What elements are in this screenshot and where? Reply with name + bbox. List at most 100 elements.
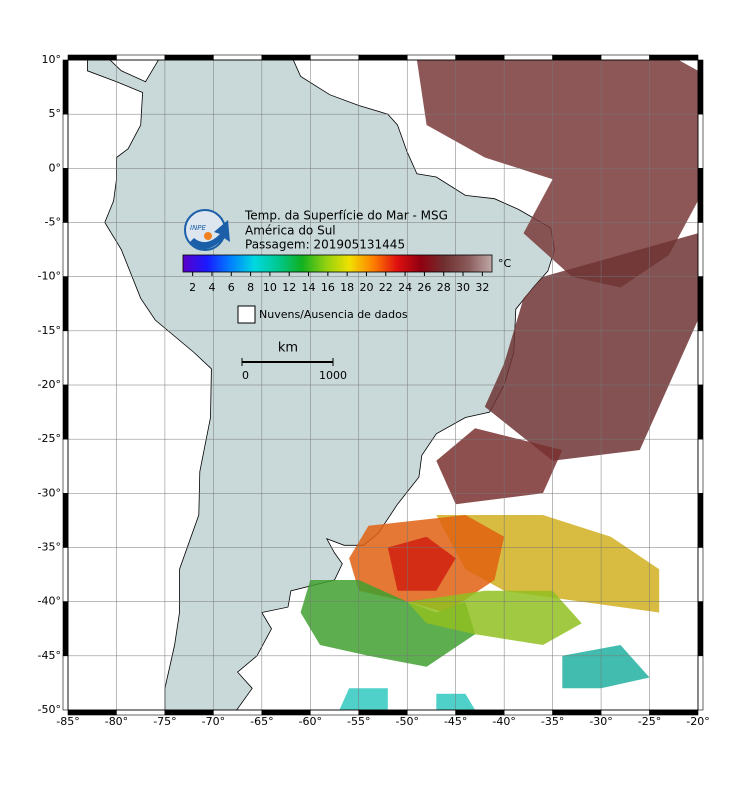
frame-segment — [697, 113, 704, 169]
y-tick-label: -15° — [38, 324, 61, 337]
frame-segment — [649, 54, 699, 61]
colorbar-tick-label: 4 — [208, 281, 215, 294]
x-tick-label: -65° — [250, 715, 273, 728]
frame-segment — [697, 655, 704, 711]
sst-field — [300, 60, 698, 710]
x-tick-label: -20° — [686, 715, 709, 728]
colorbar-unit: °C — [498, 257, 512, 270]
colorbar-tick-label: 10 — [263, 281, 277, 294]
frame-segment — [261, 54, 311, 61]
logo: INPE — [184, 209, 230, 251]
colorbar-tick-label: 22 — [379, 281, 393, 294]
y-tick-label: -5° — [45, 216, 61, 229]
frame-segment — [358, 54, 408, 61]
y-tick-label: -50° — [38, 703, 61, 716]
frame-segment — [67, 54, 117, 61]
frame-segment — [455, 54, 505, 61]
frame-segment — [213, 54, 263, 61]
x-tick-label: -85° — [56, 715, 79, 728]
frame-segment — [697, 547, 704, 602]
x-tick-label: -40° — [492, 715, 515, 728]
colorbar-tick-label: 30 — [456, 281, 470, 294]
grid — [68, 60, 698, 710]
colorbar-tick-label: 14 — [302, 281, 316, 294]
colorbar-tick-label: 2 — [189, 281, 196, 294]
x-tick-label: -75° — [153, 715, 176, 728]
axis-labels: -85° -80° -75° -70° -65° -60° -55° -50° -45° -40°… — [38, 53, 710, 728]
frame-segment — [697, 438, 704, 494]
frame-segment — [503, 54, 553, 61]
x-tick-label: -55° — [347, 715, 370, 728]
scale-unit: km — [278, 341, 298, 356]
frame-segment — [697, 222, 704, 277]
x-tick-label: -35° — [541, 715, 564, 728]
frame-segment — [697, 330, 704, 386]
frame-segment — [62, 601, 69, 657]
y-tick-label: -20° — [38, 378, 61, 391]
colorbar-tick-label: 12 — [282, 281, 296, 294]
svg-text:INPE: INPE — [190, 224, 207, 232]
frame-segment — [406, 54, 456, 61]
frame-segment — [697, 493, 704, 548]
frame-segment — [697, 384, 704, 440]
frame-segment — [697, 168, 704, 223]
frame-segment — [552, 54, 602, 61]
colorbar-tick-label: 6 — [228, 281, 235, 294]
title: Temp. da Superfície do Mar - MSG — [244, 209, 448, 223]
colorbar-tick-label: 8 — [247, 281, 254, 294]
frame-segment — [310, 54, 360, 61]
y-tick-label: -30° — [38, 486, 61, 499]
frame-segment — [62, 330, 69, 386]
x-tick-label: -30° — [589, 715, 612, 728]
x-tick-label: -25° — [638, 715, 661, 728]
sst-patch — [484, 233, 698, 461]
frame-segment — [697, 59, 704, 115]
sst-patch — [387, 536, 456, 591]
frame-segment — [62, 168, 69, 223]
frame-segment — [62, 113, 69, 169]
y-tick-label: 0° — [49, 161, 62, 174]
pass-time: Passagem: 201905131445 — [245, 238, 405, 252]
colorbar-tick-label: 18 — [340, 281, 354, 294]
frame-segment — [697, 601, 704, 657]
colorbar-tick-label: 32 — [475, 281, 489, 294]
y-tick-label: 5° — [49, 107, 62, 120]
frame-segment — [600, 54, 650, 61]
scale-label: 0 — [242, 369, 249, 382]
x-tick-label: -80° — [105, 715, 128, 728]
frame-segment — [62, 222, 69, 277]
frame — [62, 54, 704, 716]
x-tick-label: -70° — [202, 715, 225, 728]
frame-segment — [62, 276, 69, 332]
frame-segment — [62, 655, 69, 711]
colorbar-ticks: 2 4 6 8 10 12 14 16 18 20 22 24 26 28 30 32 — [189, 272, 489, 294]
colorbar-tick-label: 28 — [437, 281, 451, 294]
y-tick-label: -45° — [38, 649, 61, 662]
scale-label: 1000 — [319, 369, 347, 382]
frame-segment — [164, 54, 214, 61]
sst-patch — [339, 688, 388, 710]
region: América do Sul — [245, 224, 336, 238]
colorbar-tick-label: 26 — [417, 281, 431, 294]
legend-label: Nuvens/Ausencia de dados — [259, 308, 408, 321]
y-tick-label: -10° — [38, 270, 61, 283]
frame-segment — [62, 493, 69, 548]
y-tick-label: -25° — [38, 432, 61, 445]
y-tick-label: -35° — [38, 541, 61, 554]
y-tick-label: 10° — [42, 53, 62, 66]
colorbar — [182, 254, 493, 273]
frame-segment — [62, 438, 69, 494]
frame-segment — [116, 54, 166, 61]
x-tick-label: -50° — [395, 715, 418, 728]
y-tick-label: -40° — [38, 595, 61, 608]
sst-patch — [407, 590, 582, 645]
scale-bar: km 0 1000 — [241, 341, 347, 382]
frame-segment — [697, 276, 704, 332]
x-tick-label: -60° — [299, 715, 322, 728]
colorbar-tick-label: 16 — [321, 281, 335, 294]
frame-segment — [62, 384, 69, 440]
sst-patch — [436, 428, 563, 505]
sst-patch — [416, 60, 698, 288]
x-tick-label: -45° — [444, 715, 467, 728]
